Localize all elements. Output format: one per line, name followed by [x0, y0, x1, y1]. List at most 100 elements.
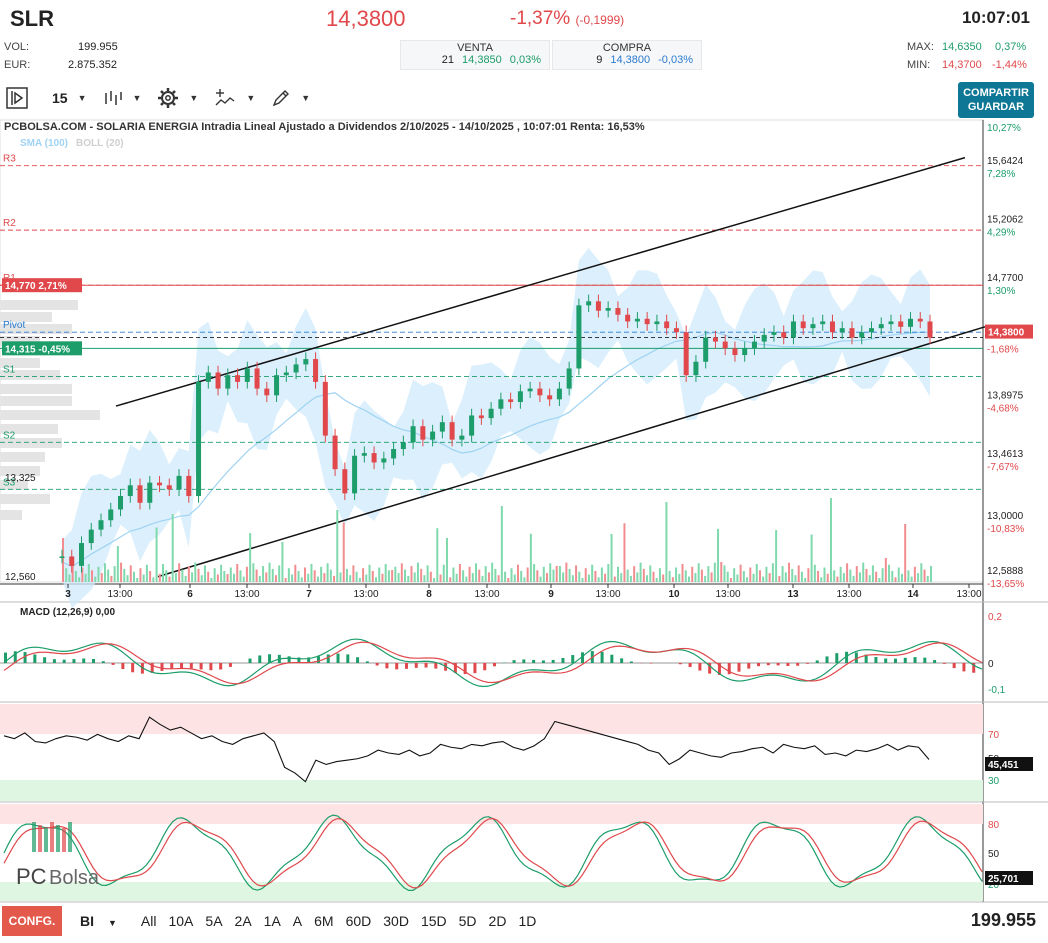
macd-hist-bar	[796, 663, 800, 666]
save-label: GUARDAR	[967, 101, 1025, 113]
volume-bar	[487, 572, 490, 582]
volume-bar	[391, 570, 394, 582]
macd-hist-bar	[913, 657, 917, 663]
sto-value-tag-bg	[985, 871, 1033, 885]
volume-bar	[145, 564, 148, 582]
depth-bar	[0, 480, 28, 490]
macd-hist-bar	[493, 663, 496, 667]
volume-bar	[594, 571, 597, 582]
bi-select[interactable]: BI ▼	[80, 913, 117, 929]
sell-qty: 21	[441, 54, 455, 66]
volume-bar	[216, 574, 219, 582]
range-option-6m[interactable]: 6M	[314, 913, 334, 929]
candle	[732, 341, 738, 362]
volume-bar	[484, 566, 487, 582]
candle	[478, 408, 484, 425]
range-option-60d[interactable]: 60D	[345, 913, 372, 929]
volume-bar	[436, 528, 439, 582]
logo-bar	[50, 822, 54, 852]
price-chart[interactable]: R3R2R1PivotS1S2S315,64247,28%15,20624,29…	[0, 118, 1048, 904]
volume-bar	[681, 564, 684, 582]
share-save-button[interactable]: COMPARTIR GUARDAR	[958, 82, 1034, 118]
range-option-15d[interactable]: 15D	[420, 913, 447, 929]
sto-oversold-zone	[0, 882, 983, 901]
candle	[361, 446, 367, 463]
macd-hist-bar	[395, 663, 399, 670]
depth-bar	[0, 336, 40, 346]
logo-bar	[62, 828, 66, 852]
range-option-1a[interactable]: 1A	[263, 913, 281, 929]
volume-bar	[300, 577, 303, 582]
range-option-1d[interactable]: 1D	[518, 913, 537, 929]
range-option-5a[interactable]: 5A	[205, 913, 223, 929]
logo-bolsa: Bolsa	[49, 867, 100, 889]
volume-bar	[504, 571, 507, 582]
range-option-a[interactable]: A	[292, 913, 303, 929]
range-option-2a[interactable]: 2A	[234, 913, 252, 929]
interval-select[interactable]: 15 ▼	[52, 90, 87, 106]
volume-bar	[823, 567, 826, 582]
range-option-2d[interactable]: 2D	[488, 913, 507, 929]
drawing-select[interactable]: ▼	[271, 88, 310, 108]
volume-bar	[742, 571, 745, 582]
volume-bar	[723, 565, 726, 582]
macd-hist-bar	[4, 652, 7, 663]
chart-type-select[interactable]: ▼	[103, 89, 141, 107]
config-button[interactable]: CONFG.	[2, 906, 62, 936]
volume-bar	[620, 573, 623, 582]
volume-bar	[442, 564, 445, 582]
volume-bar	[649, 565, 652, 582]
volume-bar	[152, 577, 155, 582]
macd-hist-bar	[786, 663, 790, 667]
volume-bar	[207, 571, 210, 582]
candle	[352, 449, 358, 501]
sma-line	[61, 331, 930, 568]
volume-bar	[162, 564, 165, 582]
volume-bar	[794, 575, 797, 582]
candle	[712, 330, 718, 349]
volume-bar	[323, 573, 326, 582]
volume-bar	[910, 576, 913, 582]
volume-bar	[520, 571, 523, 582]
range-bar: BI ▼ All 10A 5A 2A 1A A 6M 60D 30D 15D 5D 2D 1D	[80, 906, 536, 936]
range-option-30d[interactable]: 30D	[383, 913, 409, 929]
range-options: All 10A 5A 2A 1A A 6M 60D 30D 15D 5D 2D 1D	[141, 913, 536, 929]
candle	[371, 446, 377, 470]
volume-bar	[626, 569, 629, 582]
macd-hist-bar	[121, 663, 125, 670]
volume-bar	[139, 568, 142, 582]
volume-bar	[752, 573, 755, 582]
macd-hist-bar	[463, 663, 467, 675]
macd-hist-bar	[805, 663, 809, 664]
volume-bar	[788, 562, 791, 582]
volume-bar	[875, 571, 878, 582]
last-price-tag: 14,3800	[988, 328, 1025, 339]
volume-bar	[836, 576, 839, 582]
play-button[interactable]	[6, 87, 28, 109]
settings-select[interactable]: ▼	[157, 87, 198, 109]
candle	[293, 357, 299, 380]
volume-bar	[642, 568, 645, 582]
macd-hist-bar	[356, 657, 360, 663]
indicators-select[interactable]: ▼	[214, 88, 255, 108]
left-bottom-label: 12,560	[5, 572, 36, 583]
range-option-5d[interactable]: 5D	[458, 913, 477, 929]
candle	[254, 361, 260, 396]
volume-bar	[345, 568, 348, 582]
macd-hist-bar	[893, 658, 897, 663]
volume-bar	[684, 570, 687, 582]
candle	[498, 392, 504, 416]
candle	[566, 361, 572, 396]
macd-hist-bar	[297, 657, 301, 663]
range-option-10a[interactable]: 10A	[168, 913, 194, 929]
volume-bar	[607, 564, 610, 582]
range-option-all[interactable]: All	[140, 913, 157, 929]
price-change-pct: -1,37%	[510, 8, 571, 29]
macd-hist-bar	[13, 651, 17, 663]
candle	[88, 522, 94, 550]
pivot-label-s1: S1	[3, 365, 16, 376]
volume-bar	[310, 564, 313, 582]
x-tick-label: 13	[787, 589, 799, 600]
volume-bar	[255, 569, 258, 582]
volume-bar	[697, 563, 700, 582]
